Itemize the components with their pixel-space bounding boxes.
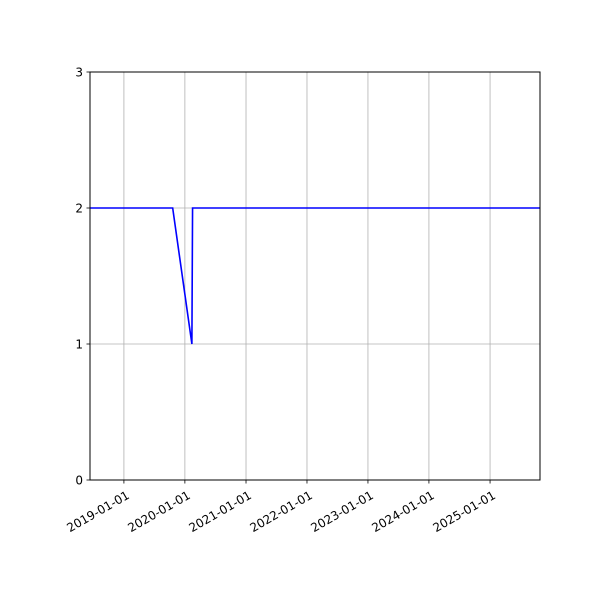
series-line xyxy=(90,207,540,345)
y-tick-label: 2 xyxy=(75,202,83,216)
y-axis: 0 1 2 3 xyxy=(75,66,90,488)
plot-frame xyxy=(89,71,541,481)
series-layer xyxy=(90,207,540,345)
y-tick-label: 0 xyxy=(75,474,83,488)
y-tick-label: 1 xyxy=(75,338,83,352)
y-tick-label: 3 xyxy=(75,66,83,80)
